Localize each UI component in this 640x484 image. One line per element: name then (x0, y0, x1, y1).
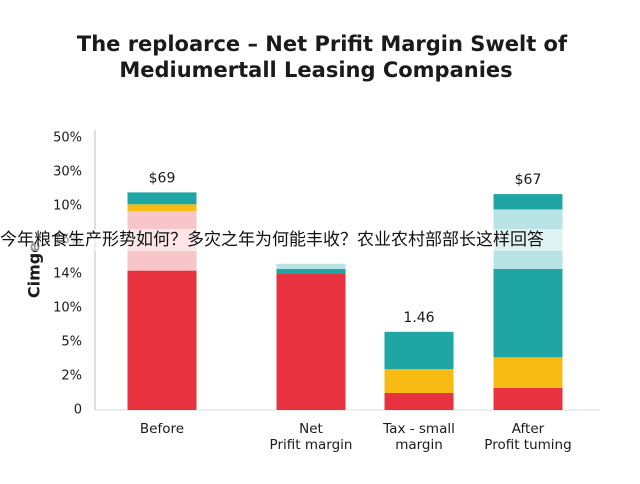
y-tick-label: 10% (53, 301, 82, 316)
bar-segment (127, 192, 197, 205)
bar-segment (127, 204, 197, 212)
y-tick-label: 0 (74, 403, 82, 418)
y-tick-label: 14% (53, 267, 82, 282)
x-tick-label: Net (299, 421, 323, 437)
y-tick-label: 10% (53, 199, 82, 214)
x-tick-label: Tax - small (382, 421, 455, 437)
x-tick-label: margin (395, 437, 443, 453)
x-tick-label: Profit tuming (484, 437, 571, 453)
bar-segment (276, 263, 346, 269)
bar-segment (493, 268, 563, 358)
x-tick-label: After (512, 421, 545, 437)
y-tick-label: 2% (61, 369, 82, 384)
bar-segment (493, 387, 563, 410)
bar-segment (276, 268, 346, 274)
overlay-text: 今年粮食生产形势如何？多灾之年为何能丰收？农业农村部部长这样回答 (0, 230, 544, 250)
bar-label: $67 (515, 172, 542, 188)
y-tick-label: 50% (53, 131, 82, 146)
bar-segment (276, 274, 346, 410)
y-tick-label: 30% (53, 165, 82, 180)
bar-segment (127, 270, 197, 410)
bar-segment (384, 393, 454, 410)
y-axis-title: Cimge (25, 242, 44, 298)
overlay-band (0, 229, 640, 251)
x-tick-label: Before (140, 421, 184, 437)
bar-label: $69 (149, 170, 176, 186)
bar-segment (493, 357, 563, 388)
chart-title: The reploarce – Net Prifit Margin Swelt … (77, 32, 568, 56)
bar-label: 1.46 (403, 310, 434, 326)
bar-segment (384, 369, 454, 393)
x-tick-label: Prifit margin (270, 437, 353, 453)
y-tick-label: 5% (61, 335, 82, 350)
chart-title: Mediumertall Leasing Companies (119, 58, 512, 82)
bar-segment (493, 194, 563, 210)
bar-segment (384, 331, 454, 370)
